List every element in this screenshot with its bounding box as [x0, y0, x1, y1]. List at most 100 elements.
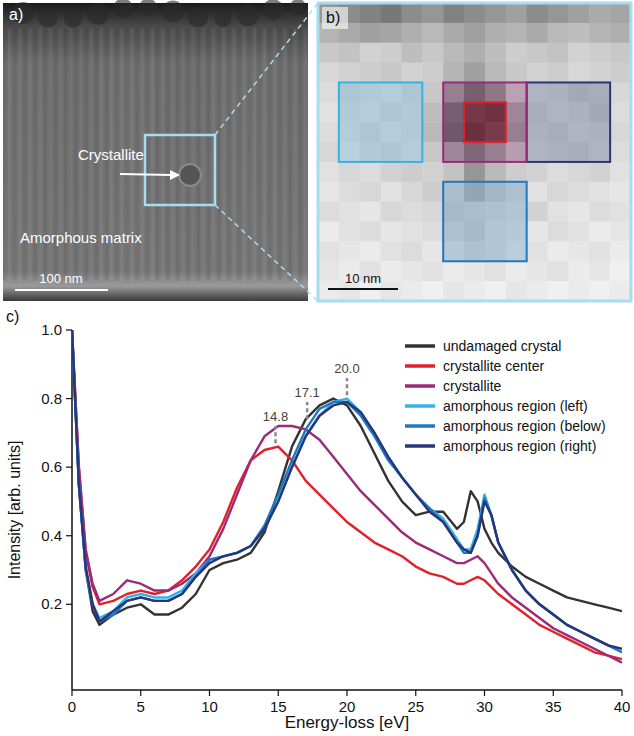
texture: [192, 28, 195, 281]
pixel: [381, 63, 402, 83]
arrow: [120, 174, 172, 175]
texture: [8, 28, 11, 281]
annotation: Crystallite: [78, 146, 144, 163]
pixel: [610, 182, 631, 202]
pixel: [589, 43, 610, 63]
pixel: [318, 222, 339, 242]
y-tick-label: 0.8: [41, 390, 62, 407]
pixel: [589, 63, 610, 83]
pixel: [568, 202, 589, 222]
pixel: [464, 43, 485, 63]
pixel: [527, 23, 548, 43]
pixel: [422, 182, 443, 202]
pixel: [506, 3, 527, 23]
pixel: [443, 43, 464, 63]
pixel: [527, 261, 548, 281]
pixel: [610, 162, 631, 182]
pixel: [589, 162, 610, 182]
peak-label: 20.0: [334, 361, 359, 376]
texture: [162, 0, 184, 22]
y-axis-title: Intensity [arb. units]: [6, 441, 23, 580]
spectrum-line: [72, 330, 622, 625]
pixel: [422, 82, 443, 102]
spectrum-line: [72, 330, 622, 649]
pixel: [339, 43, 360, 63]
texture: [243, 28, 246, 281]
pixel: [610, 43, 631, 63]
legend-label: crystallite center: [443, 358, 544, 374]
pixel: [485, 43, 506, 63]
legend: undamaged crystalcrystallite centercryst…: [405, 338, 606, 454]
pixel: [401, 202, 422, 222]
legend-swatch: [405, 364, 435, 368]
texture: [248, 28, 251, 281]
pixel: [443, 162, 464, 182]
pixel: [401, 43, 422, 63]
pixel: [318, 261, 339, 281]
peak-marker: [346, 378, 349, 395]
pixel: [422, 261, 443, 281]
legend-swatch: [405, 384, 435, 388]
pixel: [318, 241, 339, 261]
pixel: [610, 82, 631, 102]
y-tick-label: 0.6: [41, 458, 62, 475]
pixel: [318, 281, 339, 301]
x-tick: [346, 690, 347, 696]
texture: [258, 28, 261, 281]
pixel: [339, 162, 360, 182]
pixel: [610, 281, 631, 301]
texture: [237, 5, 258, 26]
pixel: [422, 63, 443, 83]
pixel: [464, 162, 485, 182]
peak-marker: [274, 426, 277, 443]
pixel: [568, 43, 589, 63]
pixel: [422, 202, 443, 222]
pixel: [339, 182, 360, 202]
x-tick-label: 35: [545, 698, 562, 715]
pixel: [568, 261, 589, 281]
plot-area: [72, 330, 622, 663]
pixel: [422, 43, 443, 63]
pixel: [318, 142, 339, 162]
connector: [215, 3, 318, 135]
zoom-box: [145, 135, 215, 205]
stem-image: [3, 3, 308, 301]
x-tick: [553, 690, 554, 696]
legend-swatch: [405, 424, 435, 428]
texture: [139, 0, 157, 16]
pixel: [318, 102, 339, 122]
pixel: [568, 222, 589, 242]
pixel: [589, 23, 610, 43]
legend-label: undamaged crystal: [443, 338, 561, 354]
pixel: [464, 3, 485, 23]
pixel: [610, 63, 631, 83]
pixel: [360, 63, 381, 83]
pixel: [506, 43, 527, 63]
pixel: [589, 281, 610, 301]
pixel: [548, 261, 569, 281]
y-tick-label: 0.2: [41, 595, 62, 612]
pixel: [527, 162, 548, 182]
x-tick: [140, 690, 141, 696]
pixel: [506, 63, 527, 83]
texture: [227, 28, 230, 281]
scale-bar-label: 100 nm: [39, 271, 82, 286]
pixel: [610, 261, 631, 281]
pixel: [548, 281, 569, 301]
pixel: [548, 162, 569, 182]
pixel: [527, 63, 548, 83]
region-box: [443, 82, 526, 161]
pixel: [318, 43, 339, 63]
pixel: [589, 241, 610, 261]
scale-bar: [15, 289, 108, 291]
pixel: [464, 63, 485, 83]
peak-label: 14.8: [263, 409, 288, 424]
texture: [304, 28, 307, 281]
pixel: [401, 182, 422, 202]
panel-label: a): [9, 6, 23, 23]
texture: [166, 28, 169, 281]
pixel: [318, 162, 339, 182]
pixel: [360, 222, 381, 242]
spectrum-line: [72, 330, 622, 652]
texture: [3, 28, 6, 281]
